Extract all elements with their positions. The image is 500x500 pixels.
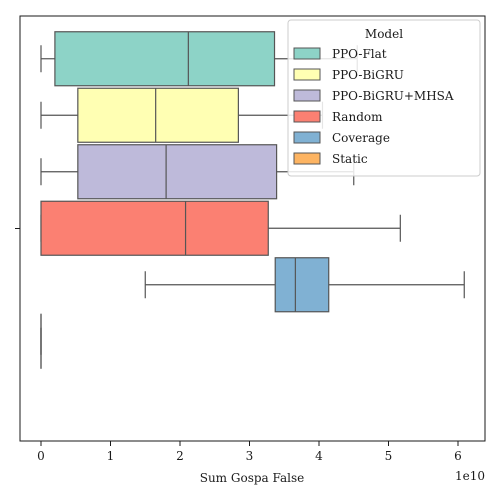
legend-label: PPO-Flat [332,47,387,61]
x-tick-label: 1 [107,449,115,463]
box-iqr [54,31,276,87]
legend-swatch [293,68,321,81]
x-tick-label: 6 [454,449,462,463]
legend-label: PPO-BiGRU+MHSA [332,89,454,103]
box-iqr [77,144,278,200]
legend-box [287,19,481,177]
box-ppo-bigru [40,87,324,143]
legend-swatch [293,152,321,165]
x-axis-offset-label: 1e10 [455,469,485,483]
x-tick-label: 4 [315,449,323,463]
box-random [40,200,401,256]
x-tick-label: 5 [385,449,393,463]
legend-label: Coverage [332,131,390,145]
x-tick-label: 0 [37,449,45,463]
legend-swatch [293,89,321,102]
box-ppo-flat [40,31,358,87]
box-iqr [77,87,239,143]
box-coverage [144,257,465,313]
legend-swatch [293,47,321,60]
x-tick-label: 3 [246,449,254,463]
box-iqr [40,200,269,256]
x-axis: 0 1 2 3 4 5 6 [37,441,462,463]
legend: Model PPO-Flat PPO-BiGRU PPO-BiGRU+MHSA Rand… [287,19,481,177]
legend-label: PPO-BiGRU [332,68,404,82]
x-tick-label: 2 [176,449,184,463]
legend-title: Model [365,27,403,41]
box-iqr [274,257,330,313]
legend-label: Random [332,110,383,124]
legend-swatch [293,131,321,144]
x-axis-label: Sum Gospa False [200,471,305,485]
legend-label: Static [332,152,368,166]
legend-swatch [293,110,321,123]
